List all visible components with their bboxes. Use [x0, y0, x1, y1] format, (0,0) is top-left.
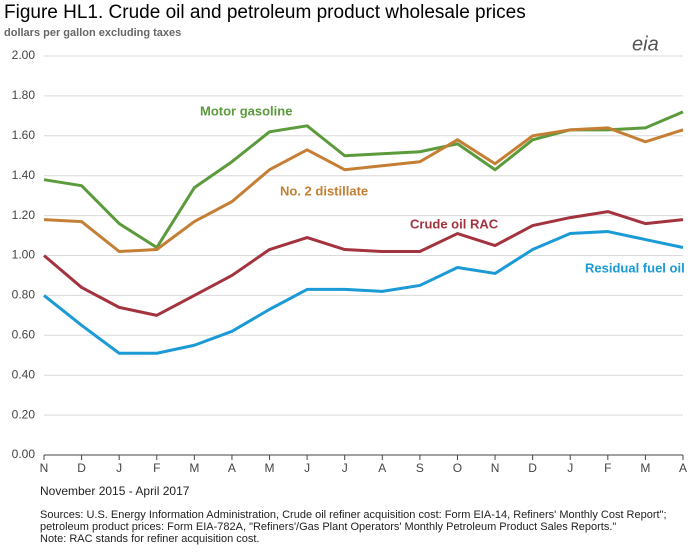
x-tick-label: J — [342, 461, 348, 475]
y-tick-label: 1.80 — [12, 88, 36, 102]
series-line — [43, 230, 684, 355]
source-note: petroleum product prices: Form EIA-782A,… — [40, 521, 616, 533]
x-tick-label: M — [189, 461, 199, 475]
series-line — [43, 126, 684, 254]
x-tick-label: N — [491, 461, 500, 475]
series-label: Residual fuel oil — [585, 260, 685, 275]
x-tick-label: A — [228, 461, 236, 475]
y-tick-label: 1.20 — [12, 208, 36, 222]
source-note: Sources: U.S. Energy Information Adminis… — [40, 509, 667, 521]
x-axis-label: November 2015 - April 2017 — [40, 484, 190, 498]
x-tick-label: S — [416, 461, 424, 475]
x-tick-label: A — [679, 461, 687, 475]
y-tick-label: 1.00 — [12, 248, 36, 262]
source-note: Note: RAC stands for refiner acquisition… — [40, 533, 259, 545]
x-tick-label: J — [116, 461, 122, 475]
x-tick-label: A — [378, 461, 386, 475]
y-tick-label: 0.00 — [12, 447, 36, 461]
series-label: Crude oil RAC — [410, 216, 499, 231]
y-tick-label: 1.60 — [12, 128, 36, 142]
y-tick-label: 0.40 — [12, 367, 36, 381]
x-tick-label: F — [604, 461, 611, 475]
chart-title: Figure HL1. Crude oil and petroleum prod… — [4, 2, 526, 23]
y-tick-label: 2.00 — [12, 48, 36, 62]
x-tick-label: D — [77, 461, 86, 475]
x-tick-label: N — [40, 461, 49, 475]
logo: eia — [632, 33, 659, 55]
x-tick-label: J — [304, 461, 310, 475]
x-tick-label: M — [265, 461, 275, 475]
x-tick-label: M — [640, 461, 650, 475]
series-label: Motor gasoline — [200, 103, 292, 118]
y-tick-label: 0.80 — [12, 288, 36, 302]
chart-subtitle: dollars per gallon excluding taxes — [4, 27, 181, 39]
series-line — [43, 110, 684, 250]
x-tick-label: J — [567, 461, 573, 475]
series-line — [43, 210, 684, 317]
series-label: No. 2 distillate — [280, 183, 368, 198]
y-tick-label: 0.20 — [12, 407, 36, 421]
x-tick-label: D — [528, 461, 537, 475]
y-tick-label: 0.60 — [12, 327, 36, 341]
x-tick-label: F — [153, 461, 160, 475]
y-tick-label: 1.40 — [12, 168, 36, 182]
x-tick-label: O — [453, 461, 462, 475]
